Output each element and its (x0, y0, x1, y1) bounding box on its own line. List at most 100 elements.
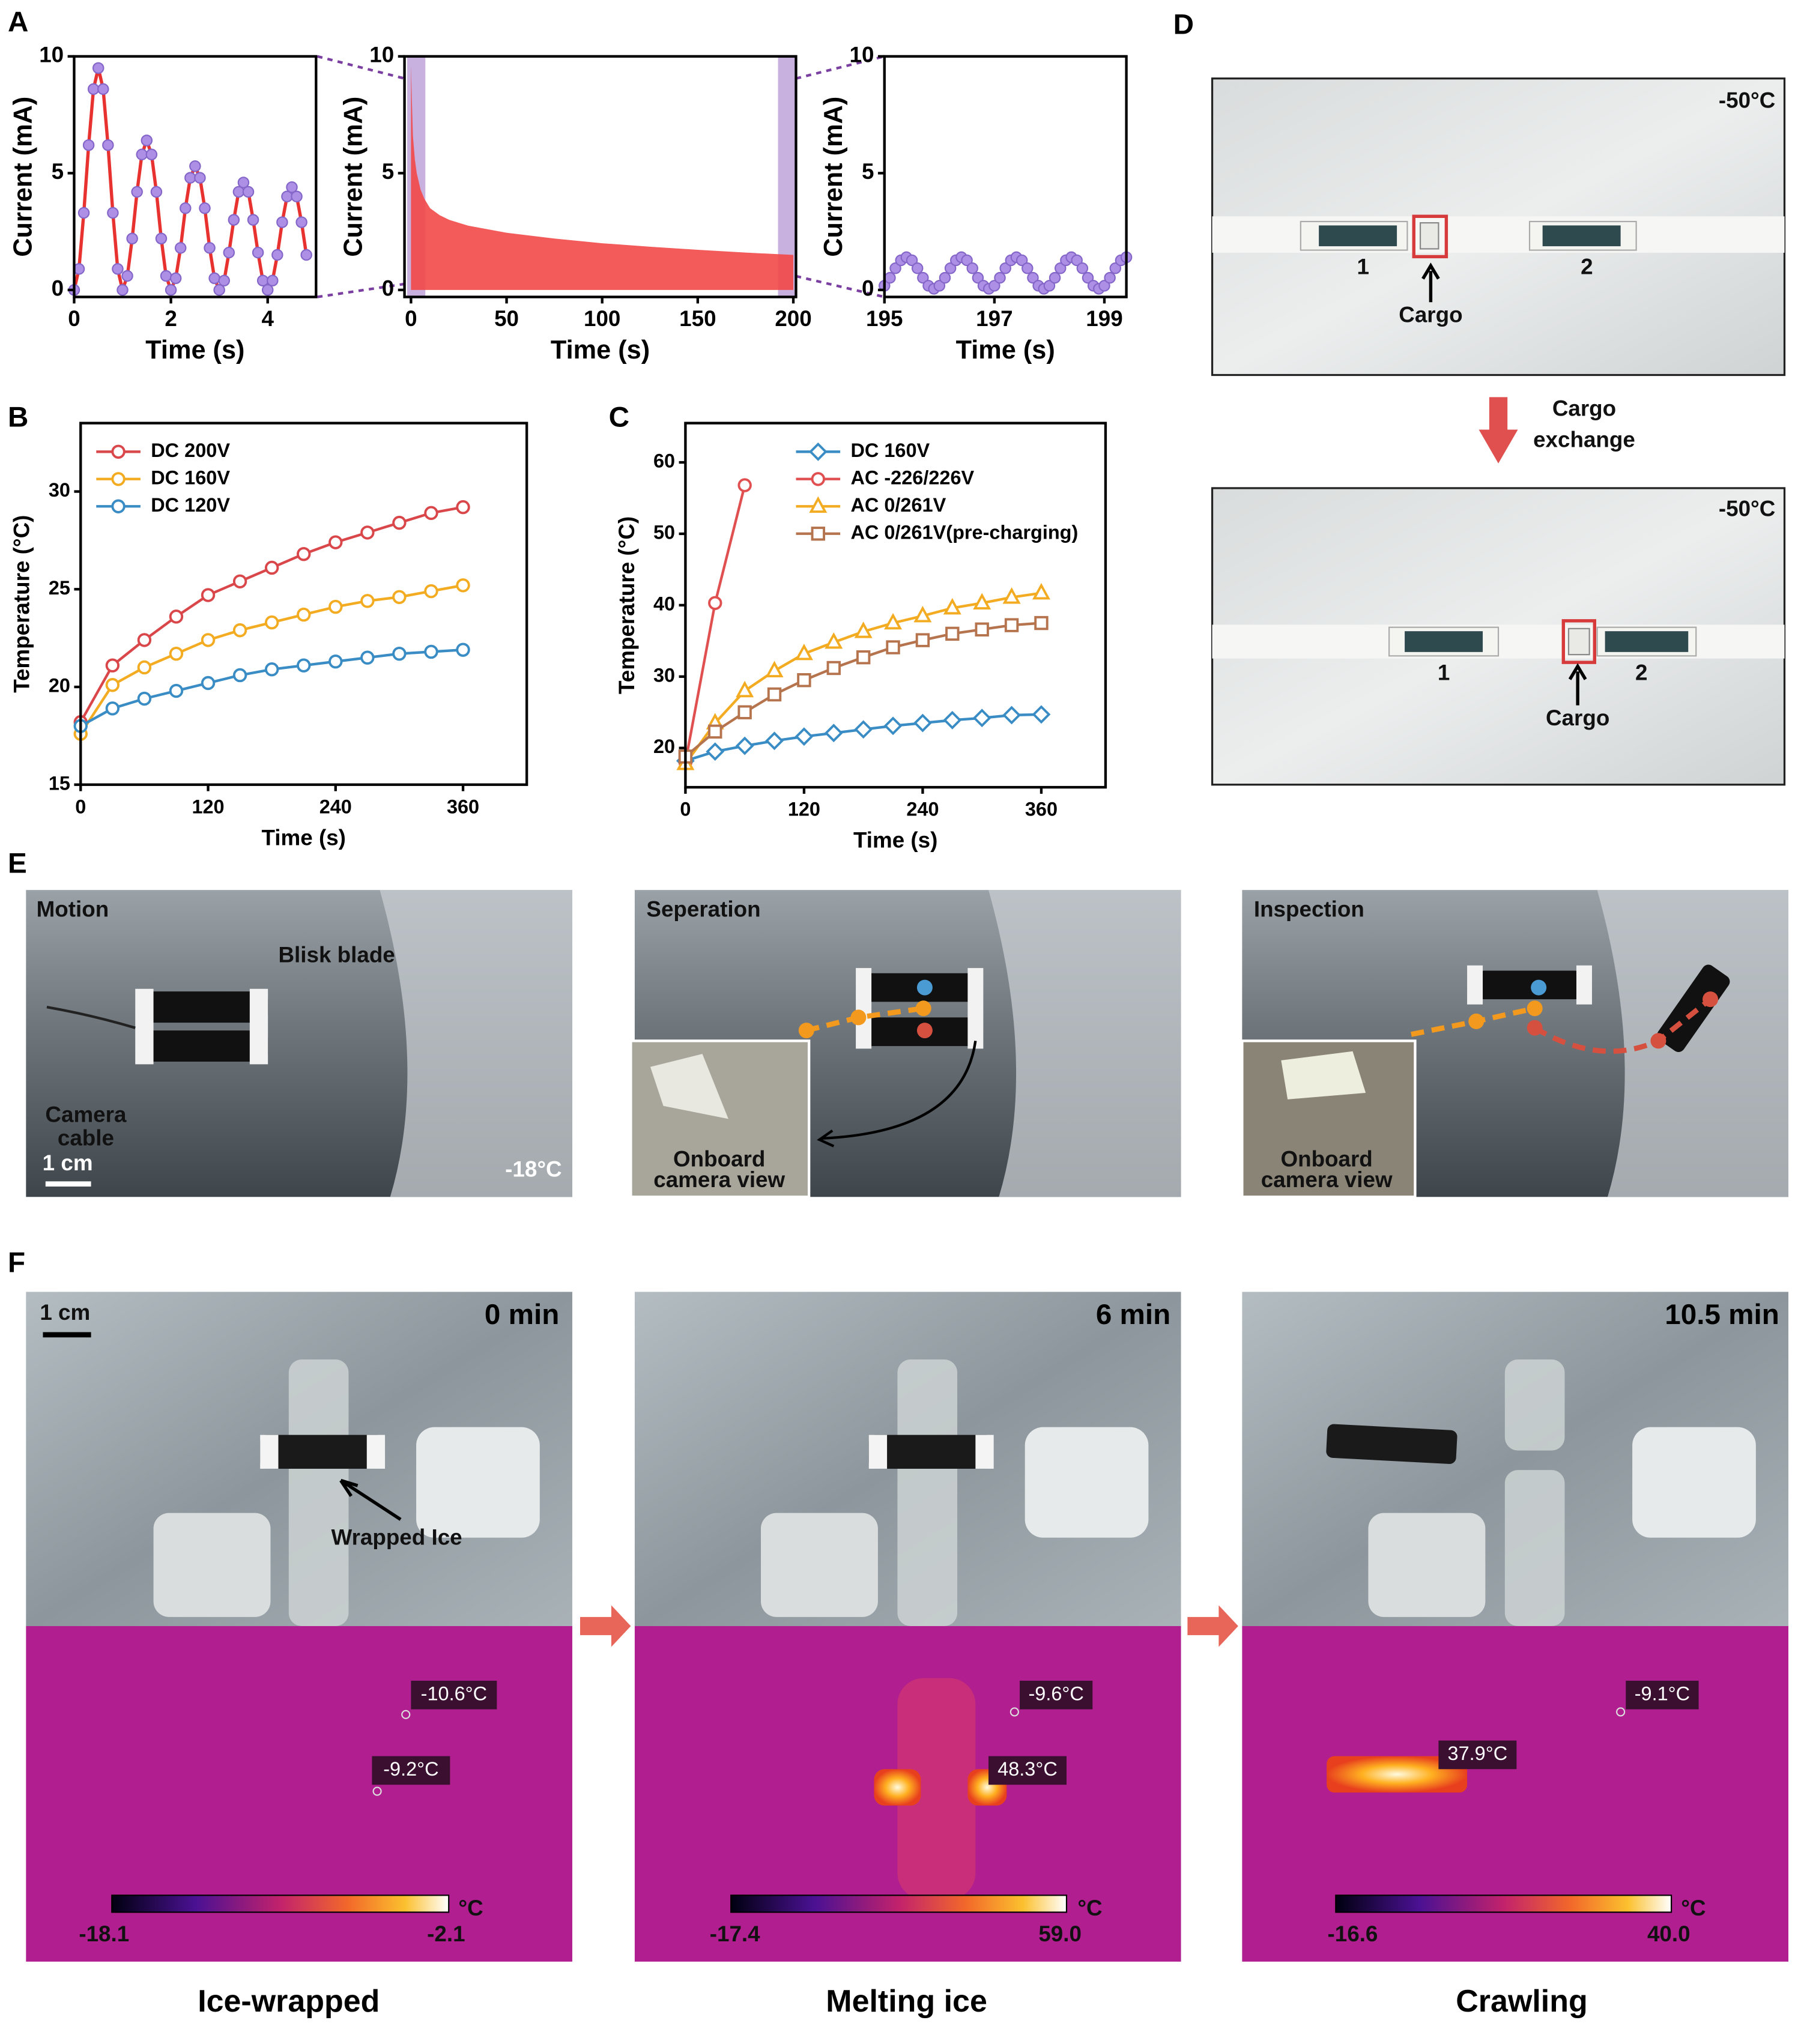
marker (972, 271, 984, 284)
marker (1027, 271, 1039, 284)
marker (204, 242, 216, 254)
marker (392, 515, 407, 530)
inset-label: Onboard (1280, 1146, 1372, 1171)
marker (795, 643, 813, 661)
marker (824, 724, 843, 743)
legend-label: AC 0/261V(pre-charging) (850, 521, 1078, 543)
marker (136, 148, 148, 161)
photo-label: Inspection (1254, 897, 1364, 922)
marker (1104, 271, 1116, 284)
marker (737, 705, 752, 719)
marker (999, 262, 1011, 274)
x-tick-label: 0 (68, 306, 80, 331)
photo-f-melting (634, 1292, 1238, 1962)
legend-marker (111, 499, 126, 513)
colorbar-unit: °C (1681, 1896, 1706, 1920)
panel-label: D (1173, 9, 1194, 41)
marker (300, 249, 312, 261)
marker (1082, 271, 1094, 284)
marker (105, 701, 120, 716)
marker (87, 83, 100, 95)
y-tick-label: 5 (382, 159, 394, 184)
marker (328, 599, 343, 614)
time-label: 6 min (1096, 1299, 1170, 1331)
marker (264, 560, 279, 575)
marker (184, 172, 196, 184)
photo-e-inspection (1241, 890, 1789, 1199)
y-tick-label: 40 (653, 593, 675, 614)
time-label: 0 min (485, 1299, 559, 1331)
marker (797, 673, 811, 688)
plot-frame (403, 55, 798, 298)
legend-marker (111, 472, 126, 486)
y-axis-label: Current (mA) (819, 97, 848, 257)
series-line (80, 649, 464, 727)
colorbar-max: 40.0 (1647, 1922, 1690, 1946)
marker (939, 271, 951, 284)
panel-label: C (609, 402, 629, 434)
y-tick-label: 0 (862, 276, 874, 301)
robot-label: 1 (1438, 660, 1450, 685)
marker (884, 612, 903, 630)
legend-marker (111, 444, 126, 459)
marker (886, 640, 900, 655)
panel-label: F (8, 1247, 25, 1279)
y-tick-label: 60 (653, 450, 675, 472)
y-tick-label: 25 (49, 577, 70, 599)
transition-label: exchange (1533, 428, 1635, 452)
marker (708, 724, 722, 739)
marker (913, 605, 932, 623)
y-tick-label: 5 (862, 159, 874, 184)
x-tick-label: 197 (976, 306, 1012, 331)
marker (1034, 615, 1049, 630)
marker (906, 254, 918, 267)
marker (1076, 262, 1089, 274)
marker (994, 271, 1006, 284)
photo-label: Seperation (646, 897, 760, 922)
colorbar-min: -18.1 (79, 1922, 129, 1946)
marker (943, 710, 962, 730)
marker (247, 214, 259, 226)
marker (286, 181, 298, 193)
temperature-label: -18°C (505, 1157, 561, 1182)
marker (736, 680, 754, 698)
marker (82, 139, 95, 151)
series-line (79, 584, 464, 735)
plot-frame (73, 55, 318, 298)
marker (121, 270, 133, 282)
marker (232, 668, 247, 683)
marker (1002, 587, 1021, 604)
y-tick-label: 0 (382, 276, 394, 301)
inset-label: camera view (653, 1167, 785, 1192)
scale-label: 1 cm (43, 1151, 93, 1175)
x-axis-label: Time (s) (551, 336, 650, 364)
marker (933, 280, 946, 292)
marker (424, 644, 438, 659)
x-axis-label: Time (s) (956, 336, 1055, 364)
y-tick-label: 30 (653, 664, 675, 686)
marker (966, 262, 978, 274)
marker (145, 148, 158, 161)
annotation: Camera (45, 1102, 127, 1127)
marker (131, 186, 143, 198)
temperature-label: -50°C (1719, 496, 1775, 521)
y-tick-label: 10 (849, 43, 874, 67)
marker (854, 720, 873, 739)
robot-label: 1 (1357, 255, 1369, 279)
colorbar-max: 59.0 (1038, 1922, 1082, 1946)
marker (795, 727, 814, 746)
marker (112, 263, 124, 275)
y-tick-label: 20 (49, 675, 70, 697)
temperature-reading: 37.9°C (1448, 1743, 1508, 1764)
y-axis-label: Current (mA) (9, 97, 38, 257)
marker (328, 655, 343, 669)
marker (915, 633, 930, 647)
marker (237, 177, 250, 189)
y-axis-label: Temperature (°C) (10, 515, 34, 693)
series-line (79, 506, 464, 723)
photo-e-motion (26, 890, 572, 1197)
plot-frame (79, 422, 528, 786)
y-tick-label: 15 (49, 772, 70, 794)
legend-label: AC 0/261V (850, 494, 946, 516)
marker (975, 622, 989, 636)
